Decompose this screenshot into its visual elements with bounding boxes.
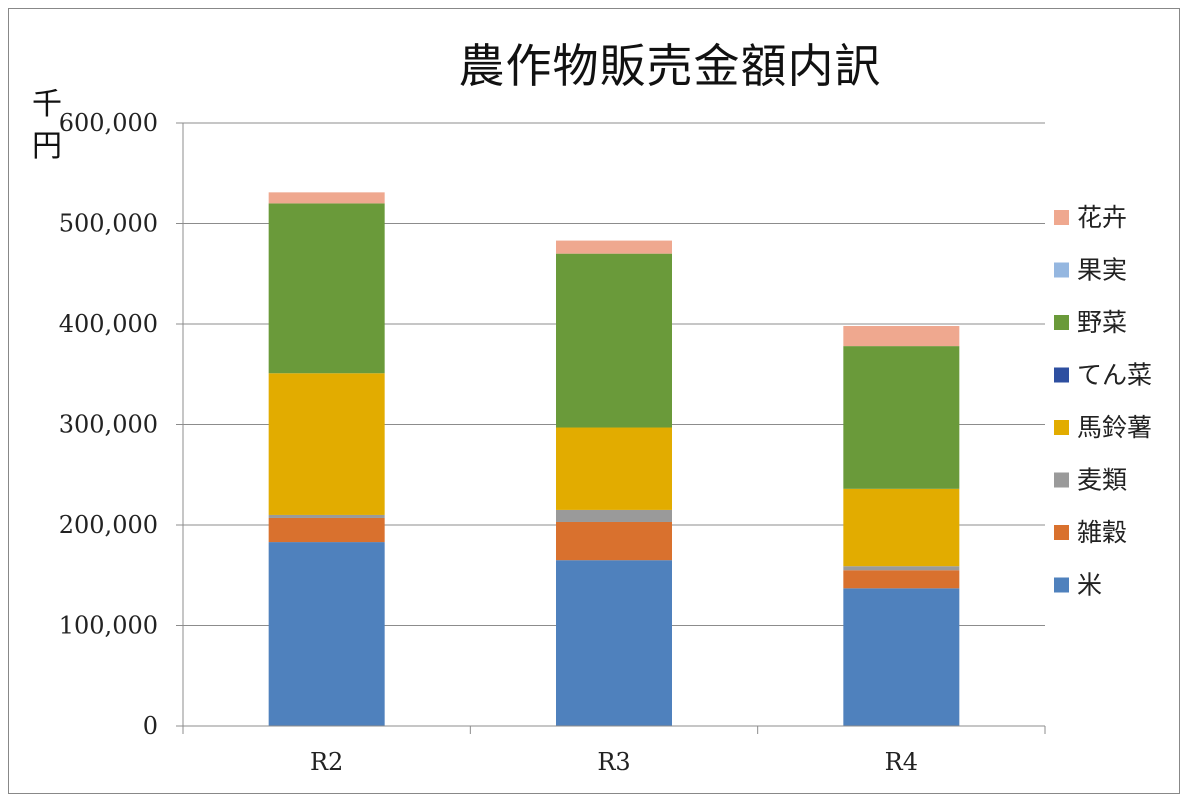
legend-label: 米: [1077, 571, 1102, 600]
y-tick-label: 500,000: [59, 210, 158, 238]
bar-segment: [556, 427, 672, 510]
bar-segment: [843, 570, 960, 589]
y-tick-label: 200,000: [59, 511, 158, 539]
legend-label: 馬鈴薯: [1077, 413, 1152, 442]
bar-segment: [843, 566, 960, 571]
bar-segment: [268, 192, 385, 204]
legend-swatch: [1054, 420, 1069, 435]
chart-title: 農作物販売金額内訳: [458, 39, 882, 93]
y-tick-label: 100,000: [59, 612, 158, 640]
axes: [182, 123, 1046, 734]
y-tick-label: 600,000: [59, 109, 158, 137]
legend-label: 野菜: [1077, 308, 1127, 337]
bar-segment: [556, 240, 672, 254]
bar-segment: [556, 509, 672, 522]
legend-swatch: [1054, 315, 1069, 330]
legend-label: てん菜: [1077, 361, 1152, 390]
x-tick-label: R4: [885, 748, 918, 776]
legend-label: 花卉: [1077, 203, 1127, 232]
legend-label: 麦類: [1077, 466, 1127, 495]
bar-segment: [556, 253, 672, 428]
y-tick-label: 300,000: [59, 411, 158, 439]
legend-swatch: [1054, 210, 1069, 225]
bar-segment: [556, 521, 672, 561]
bar-segment: [268, 203, 385, 374]
bar-segment: [843, 326, 960, 347]
bar-segment: [843, 588, 960, 726]
bar-segment: [268, 517, 385, 543]
bar-segment: [268, 373, 385, 515]
legend-swatch: [1054, 262, 1069, 278]
x-tick-labels: R2 R3 R4: [310, 748, 918, 776]
legend-swatch: [1054, 525, 1069, 540]
x-tick-label: R2: [310, 748, 343, 776]
bar-segment: [843, 488, 960, 567]
y-tick-labels: 0 100,000 200,000 300,000 400,000 500,000 600,…: [59, 109, 158, 740]
legend-swatch: [1054, 472, 1069, 488]
legend-swatch: [1054, 577, 1069, 593]
y-tick-label: 0: [143, 712, 158, 740]
bar-segment: [843, 346, 960, 489]
legend-swatch: [1054, 367, 1069, 383]
bar-segment: [556, 560, 672, 726]
bar-segment: [268, 514, 385, 518]
y-axis-unit-label: 千円: [32, 87, 62, 164]
x-tick-label: R3: [597, 748, 630, 776]
bar-segment: [268, 542, 385, 726]
legend-label: 雑穀: [1077, 518, 1127, 547]
y-tick-label: 400,000: [59, 310, 158, 338]
legend-label: 果実: [1077, 256, 1127, 285]
bars: [268, 192, 960, 726]
